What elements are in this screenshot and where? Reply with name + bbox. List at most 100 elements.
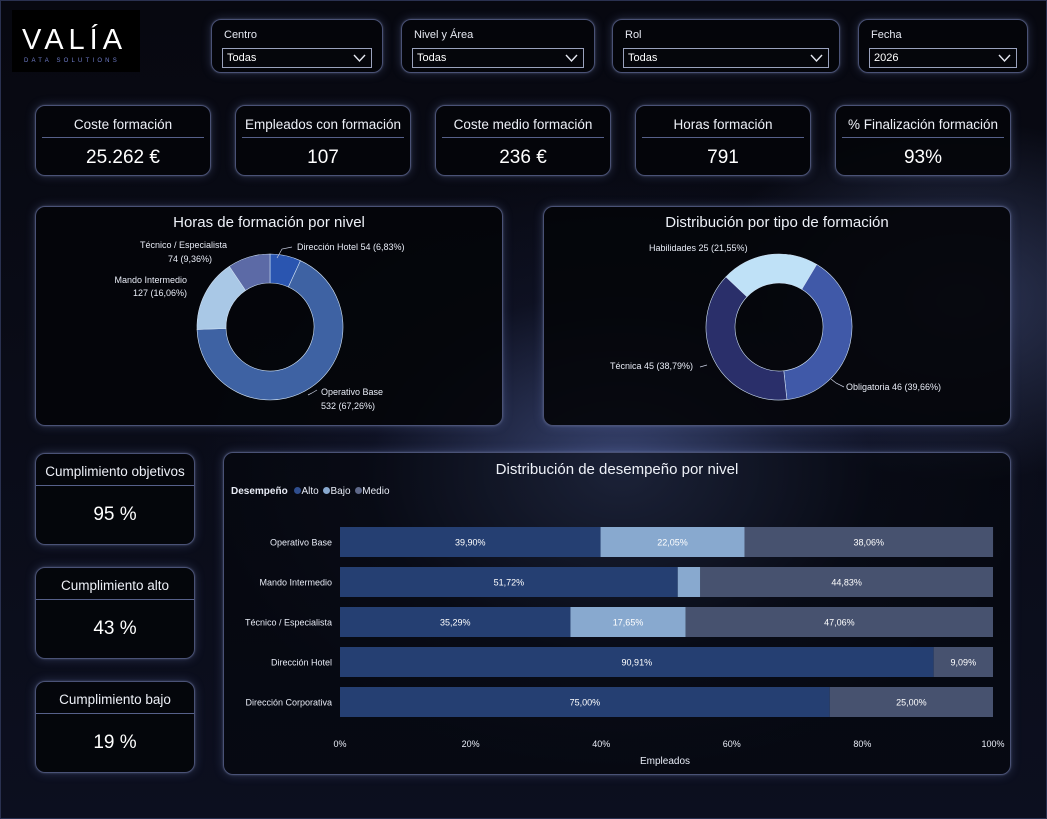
kpi-title: Cumplimiento alto <box>60 578 170 593</box>
legend-label: Alto <box>301 486 319 497</box>
bar-segment-medio[interactable] <box>700 567 993 597</box>
kpi-title: Cumplimiento objetivos <box>45 464 185 479</box>
kpi-value: 236 € <box>499 147 547 168</box>
stacked-bar-chart: Operativo Base 39,90% 22,05% 38,06% Mando In… <box>245 527 1005 767</box>
chart-title: Horas de formación por nivel <box>173 214 365 231</box>
kpi-cumplimiento-bajo: Cumplimiento bajo 19 % <box>35 681 195 773</box>
kpi-value: 791 <box>707 147 739 168</box>
label-mando-name: Mando Intermedio <box>114 275 187 285</box>
bar-segment-medio[interactable] <box>829 687 993 717</box>
filter-centro-dropdown[interactable]: Todas <box>222 48 372 68</box>
category-label: Dirección Corporativa <box>245 698 332 708</box>
legend-title: Desempeño <box>231 486 288 497</box>
data-label: 38,06% <box>854 538 885 548</box>
x-tick-label: 80% <box>853 739 871 749</box>
bar-segment-medio[interactable] <box>685 607 993 637</box>
filter-value: Todas <box>227 52 257 64</box>
kpi-divider <box>42 137 204 138</box>
kpi-divider <box>36 713 194 714</box>
kpi-title: Horas formación <box>673 117 773 132</box>
kpi-coste-medio: Coste medio formación 236 € <box>435 105 611 176</box>
filter-centro: Centro Todas <box>211 19 383 73</box>
kpi-divider <box>842 137 1004 138</box>
bar-segment-medio[interactable] <box>744 527 994 557</box>
filter-fecha-dropdown[interactable]: 2026 <box>869 48 1017 68</box>
chart-desempeno-por-nivel: Distribución de desempeño por nivel Dese… <box>223 452 1011 775</box>
slice-tecnico-especialista[interactable] <box>228 253 271 291</box>
legend-dot <box>294 487 302 494</box>
bar-segment-bajo[interactable] <box>677 567 701 597</box>
bar-segment-alto[interactable] <box>340 567 678 597</box>
logo-tagline: DATA SOLUTIONS <box>24 58 120 64</box>
kpi-title: Cumplimiento bajo <box>59 692 171 707</box>
label-mando-value: 127 (16,06%) <box>133 288 187 298</box>
bar-segment-alto[interactable] <box>340 527 601 557</box>
donut-chart: Habilidades 25 (21,55%) Técnica 45 (38,7… <box>610 243 941 401</box>
label-direccion-hotel: Dirección Hotel 54 (6,83%) <box>297 242 405 252</box>
kpi-divider <box>36 599 194 600</box>
filter-value: Todas <box>417 52 447 64</box>
data-label: 47,06% <box>824 618 855 628</box>
data-label: 44,83% <box>831 578 862 588</box>
bar-segment-alto[interactable] <box>340 647 934 677</box>
chevron-down-icon <box>810 54 823 63</box>
x-tick-label: 0% <box>333 739 346 749</box>
chevron-down-icon <box>565 54 578 63</box>
legend-item-alto[interactable]: Alto <box>290 486 319 497</box>
kpi-cumplimiento-objetivos: Cumplimiento objetivos 95 % <box>35 453 195 545</box>
kpi-value: 93% <box>903 147 943 168</box>
chart-title: Distribución por tipo de formación <box>665 214 889 231</box>
category-label: Mando Intermedio <box>259 578 332 588</box>
kpi-value: 25.262 € <box>86 147 160 168</box>
kpi-value: 95 % <box>93 504 137 525</box>
legend-label: Bajo <box>330 486 351 497</box>
category-label: Técnico / Especialista <box>245 618 332 628</box>
kpi-coste-formacion: Coste formación 25.262 € <box>35 105 211 176</box>
chevron-down-icon <box>998 54 1011 63</box>
slice-operativo-base[interactable] <box>196 260 344 401</box>
data-label: 9,09% <box>951 658 977 668</box>
x-tick-label: 60% <box>723 739 741 749</box>
legend-label: Medio <box>362 486 390 497</box>
filter-nivel-area-dropdown[interactable]: Todas <box>412 48 584 68</box>
category-label: Dirección Hotel <box>271 658 332 668</box>
kpi-cumplimiento-alto: Cumplimiento alto 43 % <box>35 567 195 659</box>
filter-rol-dropdown[interactable]: Todas <box>623 48 829 68</box>
donut-chart: Técnico / Especialista 74 (9,36%) Direcc… <box>114 240 404 411</box>
kpi-divider <box>242 137 404 138</box>
kpi-value: 19 % <box>93 732 137 753</box>
slice-obligatoria[interactable] <box>783 264 853 400</box>
data-label: 51,72% <box>494 578 525 588</box>
legend-dot <box>355 487 363 494</box>
slice-habilidades[interactable] <box>725 253 818 298</box>
legend-item-bajo[interactable]: Bajo <box>321 486 351 497</box>
label-habilidades: Habilidades 25 (21,55%) <box>649 243 748 253</box>
x-tick-label: 40% <box>592 739 610 749</box>
chart-title: Distribución de desempeño por nivel <box>495 461 739 478</box>
kpi-title: Coste medio formación <box>453 117 593 132</box>
data-label: 35,29% <box>440 618 471 628</box>
legend-item-medio[interactable]: Medio <box>353 486 390 497</box>
bar-segment-alto[interactable] <box>340 687 830 717</box>
data-label: 39,90% <box>455 538 486 548</box>
slice-tecnica[interactable] <box>705 276 788 401</box>
label-tecnico-value: 74 (9,36%) <box>168 254 212 264</box>
kpi-horas-formacion: Horas formación 791 <box>635 105 811 176</box>
kpi-empleados-formacion: Empleados con formación 107 <box>235 105 411 176</box>
label-obligatoria: Obligatoria 46 (39,66%) <box>846 382 941 392</box>
label-operativo-name: Operativo Base <box>321 387 383 397</box>
bar-segment-medio[interactable] <box>933 647 993 677</box>
chart-horas-por-nivel: Horas de formación por nivel Técnico / E… <box>35 206 503 426</box>
filter-label: Nivel y Área <box>414 29 474 41</box>
bar-segment-bajo[interactable] <box>570 607 686 637</box>
bar-segment-bajo[interactable] <box>600 527 745 557</box>
x-tick-label: 20% <box>462 739 480 749</box>
bar-segment-alto[interactable] <box>340 607 571 637</box>
data-label: Técnico / Especialista 74 (9,36%) Direcc… <box>114 240 404 411</box>
label-operativo-value: 532 (67,26%) <box>321 401 375 411</box>
category-label: Operativo Base <box>270 538 332 548</box>
filter-label: Rol <box>625 29 642 41</box>
label-tecnica: Técnica 45 (38,79%) <box>610 361 693 371</box>
kpi-divider <box>36 485 194 486</box>
chart-legend: Desempeño Alto Bajo Medio <box>231 486 390 497</box>
